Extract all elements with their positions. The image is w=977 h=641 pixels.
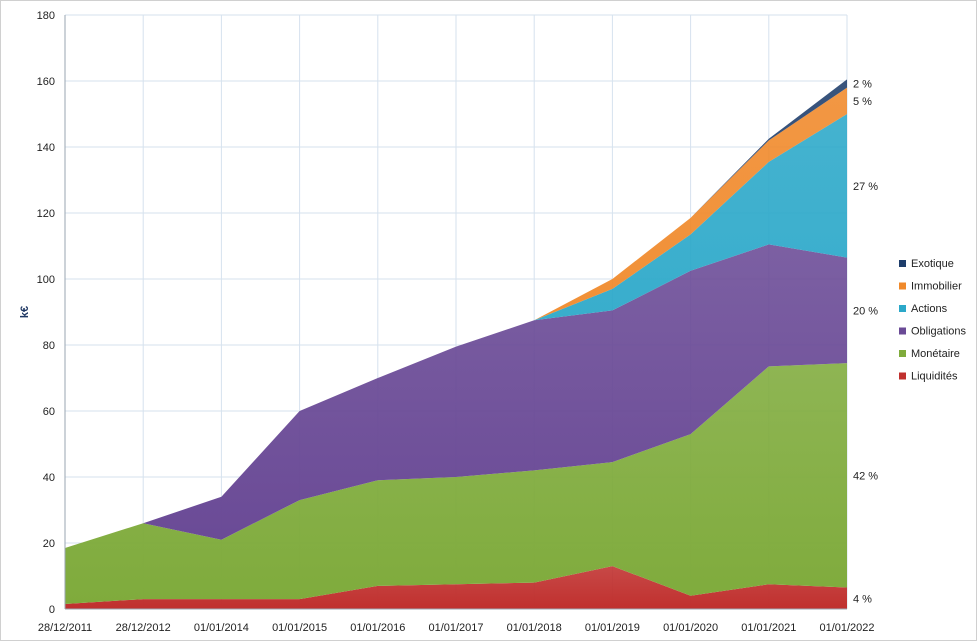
y-tick-label: 60 <box>43 406 55 418</box>
y-tick-label: 40 <box>43 472 55 484</box>
area-monetaire <box>65 363 847 604</box>
pct-label-liquidites: 4 % <box>853 593 872 605</box>
x-tick-label: 01/01/2014 <box>194 622 249 634</box>
pct-label-obligations: 20 % <box>853 305 878 317</box>
legend-label-obligations: Obligations <box>911 326 967 338</box>
x-tick-label: 01/01/2017 <box>428 622 483 634</box>
x-tick-labels: 28/12/2011 28/12/2012 01/01/2014 01/01/2015… <box>38 622 875 634</box>
pct-label-actions: 27 % <box>853 181 878 193</box>
y-tick-label: 140 <box>37 142 55 154</box>
y-axis-label: k€ <box>19 306 31 318</box>
legend-label-liquidites: Liquidités <box>911 371 958 383</box>
x-tick-label: 28/12/2011 <box>38 622 92 634</box>
pct-label-immobilier: 5 % <box>853 96 872 108</box>
pct-label-exotique: 2 % <box>853 78 872 90</box>
y-tick-label: 0 <box>49 604 55 616</box>
axes <box>64 15 847 610</box>
legend-label-monetaire: Monétaire <box>911 348 960 360</box>
y-tick-label: 80 <box>43 340 55 352</box>
area-liquidites <box>65 566 847 609</box>
y-tick-label: 160 <box>37 76 55 88</box>
legend-swatch-exotique <box>899 260 906 267</box>
pct-label-monetaire: 42 % <box>853 470 878 482</box>
legend-swatch-obligations <box>899 327 906 335</box>
x-tick-label: 01/01/2022 <box>819 622 874 634</box>
legend-swatch-monetaire <box>899 350 906 357</box>
percentage-labels: 4 % 42 % 20 % 27 % 5 % 2 % <box>853 78 878 605</box>
x-tick-label: 01/01/2015 <box>272 622 327 634</box>
legend-swatch-actions <box>899 305 906 312</box>
x-tick-label: 01/01/2020 <box>663 622 718 634</box>
y-tick-label: 20 <box>43 538 55 550</box>
legend-swatch-immobilier <box>899 282 906 290</box>
x-tick-label: 01/01/2018 <box>507 622 562 634</box>
x-tick-label: 28/12/2012 <box>116 622 171 634</box>
legend: Exotique Immobilier Actions Obligations Moné… <box>899 258 967 383</box>
legend-label-immobilier: Immobilier <box>911 281 962 293</box>
area-obligations <box>65 244 847 548</box>
y-tick-label: 120 <box>37 208 55 220</box>
legend-label-actions: Actions <box>911 303 948 315</box>
x-tick-label: 01/01/2016 <box>350 622 405 634</box>
x-tick-label: 01/01/2019 <box>585 622 640 634</box>
y-tick-label: 180 <box>37 10 55 22</box>
legend-swatch-liquidites <box>899 372 906 380</box>
legend-label-exotique: Exotique <box>911 258 954 270</box>
x-tick-label: 01/01/2021 <box>741 622 796 634</box>
area-series <box>65 79 847 609</box>
y-tick-labels: 0 20 40 60 80 100 120 140 160 180 <box>37 10 55 616</box>
y-tick-label: 100 <box>37 274 55 286</box>
